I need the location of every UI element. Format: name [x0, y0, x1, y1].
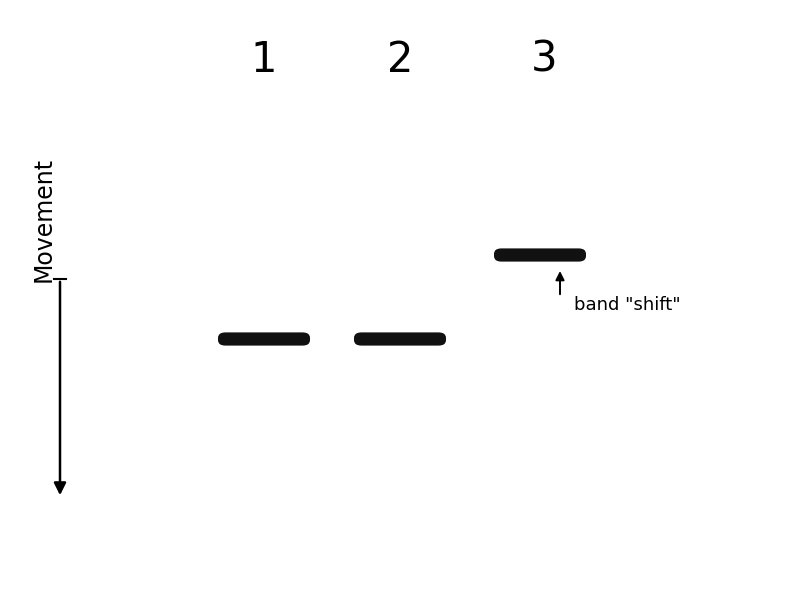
FancyBboxPatch shape	[218, 332, 310, 346]
Text: band "shift": band "shift"	[574, 296, 681, 314]
FancyBboxPatch shape	[494, 248, 586, 262]
Text: 2: 2	[387, 39, 413, 81]
Text: Movement: Movement	[32, 157, 56, 281]
Text: 3: 3	[530, 39, 558, 81]
FancyBboxPatch shape	[354, 332, 446, 346]
Text: 1: 1	[250, 39, 278, 81]
